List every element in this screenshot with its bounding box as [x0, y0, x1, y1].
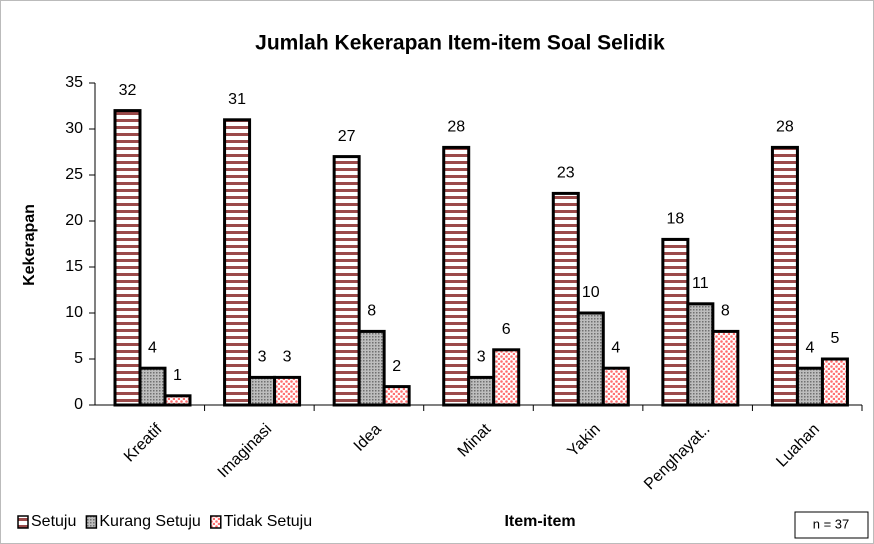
bar [382, 385, 411, 407]
bar [332, 155, 361, 407]
data-label: 18 [666, 211, 684, 228]
data-label: 31 [228, 91, 246, 108]
data-label: 28 [447, 119, 465, 136]
data-label: 11 [692, 275, 709, 292]
data-label: 27 [338, 128, 356, 145]
legend-swatch [85, 515, 98, 529]
legend-label: Kurang Setuju [99, 513, 200, 530]
bar [576, 311, 605, 407]
bar [820, 357, 849, 407]
bar [248, 375, 277, 407]
y-tick-label: 30 [65, 120, 83, 137]
data-label: 5 [830, 330, 839, 347]
legend-swatch [17, 515, 29, 529]
bar [467, 375, 496, 407]
y-axis-title: Kekerapan [21, 204, 38, 286]
annotation: n = 37 [813, 516, 850, 531]
y-tick-label: 15 [65, 258, 83, 275]
data-label: 23 [557, 165, 575, 182]
bar [601, 366, 630, 407]
bar [686, 302, 715, 407]
bar [223, 118, 252, 407]
data-label: 3 [477, 349, 486, 366]
bar [357, 329, 386, 407]
data-label: 4 [148, 339, 157, 356]
legend-label: Setuju [31, 513, 76, 530]
bar [113, 109, 142, 407]
bar [442, 145, 471, 407]
y-tick-label: 10 [65, 304, 83, 321]
y-tick-label: 35 [65, 74, 83, 91]
annotation-box [794, 511, 869, 539]
y-tick-label: 20 [65, 212, 83, 229]
x-axis-title: Item-item [504, 513, 575, 530]
bar [273, 375, 302, 407]
data-label: 10 [582, 284, 600, 301]
y-tick-label: 25 [65, 166, 83, 183]
bar [138, 366, 167, 407]
data-label: 8 [721, 303, 730, 320]
bar [795, 366, 824, 407]
bar [711, 329, 740, 407]
data-label: 32 [119, 82, 137, 99]
data-label: 8 [367, 303, 376, 320]
bar [551, 191, 580, 407]
data-label: 4 [805, 339, 814, 356]
bar [492, 348, 521, 407]
bar [661, 237, 690, 407]
bar [770, 145, 799, 407]
y-tick-label: 0 [74, 396, 83, 413]
data-label: 6 [502, 321, 511, 338]
data-label: 1 [173, 367, 182, 384]
data-label: 3 [283, 349, 292, 366]
legend-label: Tidak Setuju [224, 513, 312, 530]
legend-swatch [210, 515, 222, 529]
data-label: 4 [611, 339, 620, 356]
bar [163, 394, 192, 407]
data-label: 28 [776, 119, 794, 136]
y-tick-label: 5 [74, 350, 83, 367]
data-label: 2 [392, 358, 401, 375]
data-label: 3 [258, 349, 267, 366]
chart-title: Jumlah Kekerapan Item-item Soal Selidik [255, 32, 665, 55]
